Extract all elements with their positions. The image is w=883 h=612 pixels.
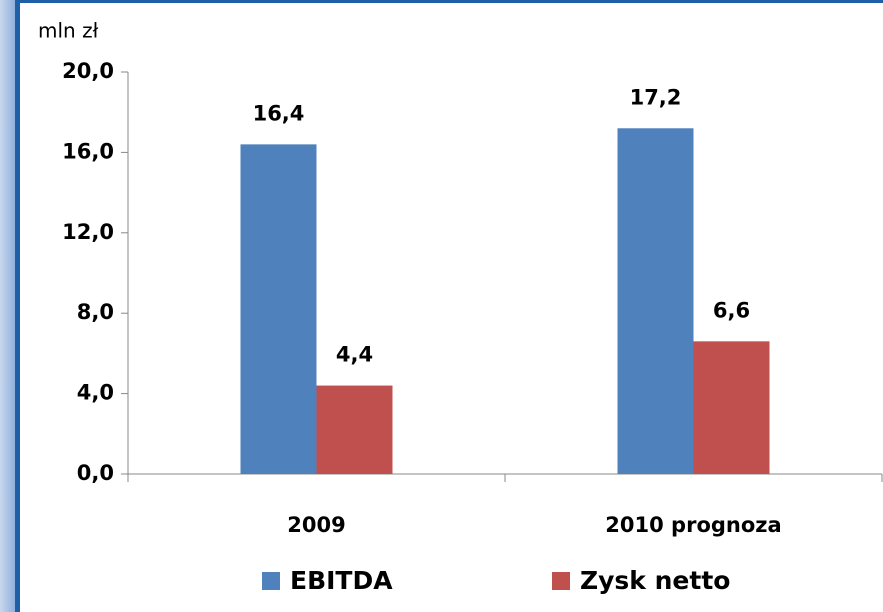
data-label: 4,4 bbox=[336, 343, 373, 367]
y-tick-label: 8,0 bbox=[77, 300, 114, 324]
frame-top bbox=[15, 0, 883, 3]
bar bbox=[617, 128, 694, 474]
x-tick-label: 2009 bbox=[287, 513, 345, 537]
frame-edge bbox=[0, 0, 15, 612]
legend-label: Zysk netto bbox=[580, 566, 730, 595]
axis-label: mln zł bbox=[38, 19, 99, 43]
data-label: 6,6 bbox=[713, 298, 750, 322]
legend-label: EBITDA bbox=[290, 566, 393, 595]
y-tick-label: 4,0 bbox=[77, 381, 114, 405]
bar bbox=[240, 144, 317, 475]
data-label: 17,2 bbox=[630, 85, 682, 109]
y-tick-label: 16,0 bbox=[62, 139, 114, 163]
bar bbox=[316, 385, 393, 474]
bar bbox=[693, 341, 770, 474]
legend-swatch bbox=[262, 572, 280, 590]
frame-line bbox=[15, 0, 20, 612]
data-label: 16,4 bbox=[253, 101, 305, 125]
x-tick-label: 2010 prognoza bbox=[605, 513, 781, 537]
legend-swatch bbox=[552, 572, 570, 590]
y-tick-label: 12,0 bbox=[62, 220, 114, 244]
y-tick-label: 0,0 bbox=[77, 461, 114, 485]
y-tick-label: 20,0 bbox=[62, 59, 114, 83]
